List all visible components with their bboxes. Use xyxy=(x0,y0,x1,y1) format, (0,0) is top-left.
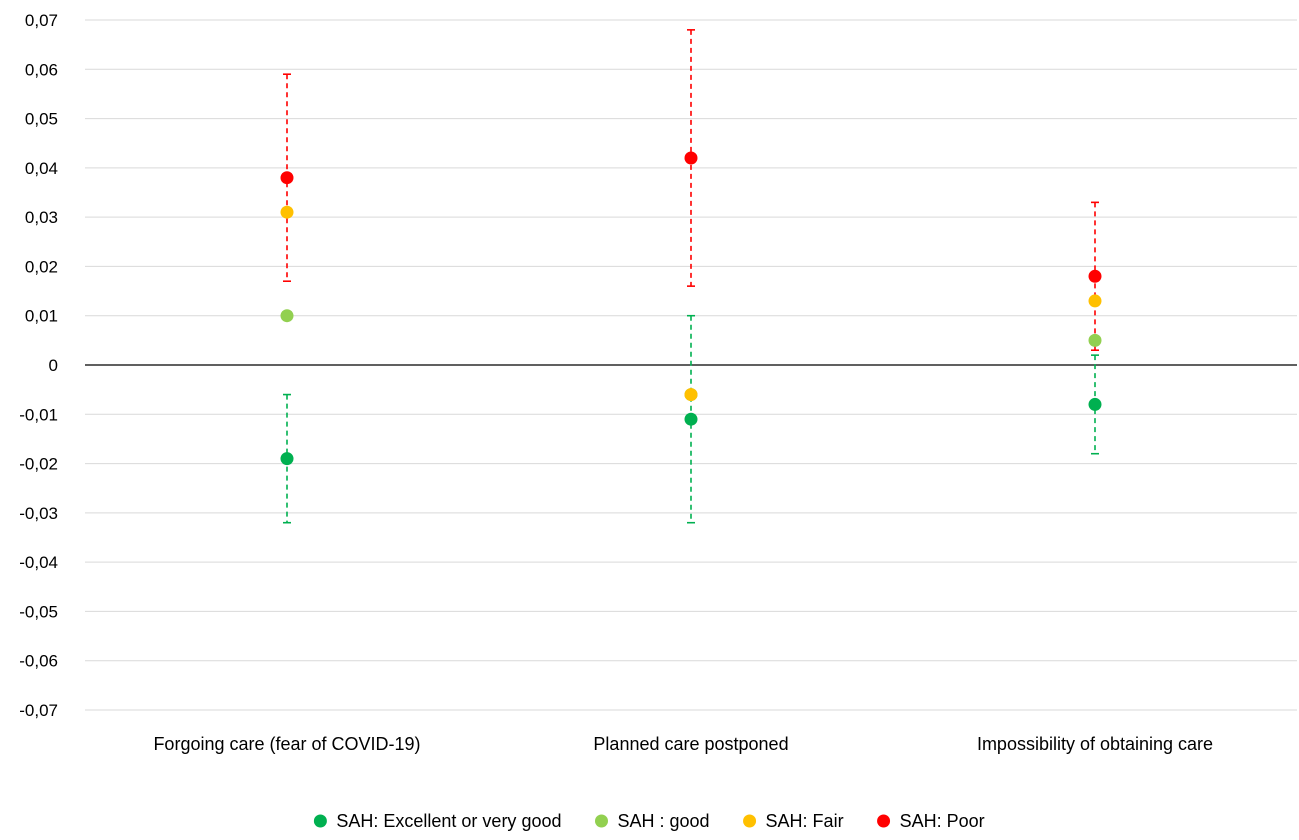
x-category-label: Forgoing care (fear of COVID-19) xyxy=(153,734,420,754)
y-tick-label: 0 xyxy=(49,356,58,375)
legend-label: SAH: Excellent or very good xyxy=(336,811,561,831)
y-tick-label: -0,04 xyxy=(19,553,58,572)
x-category-label: Impossibility of obtaining care xyxy=(977,734,1213,754)
legend-label: SAH: Fair xyxy=(766,811,844,831)
data-point xyxy=(684,388,698,402)
y-tick-label: -0,03 xyxy=(19,504,58,523)
y-tick-label: -0,06 xyxy=(19,652,58,671)
legend-label: SAH : good xyxy=(617,811,709,831)
y-tick-label: 0,07 xyxy=(25,11,58,30)
legend-marker xyxy=(743,814,757,828)
y-tick-label: -0,05 xyxy=(19,602,58,621)
data-point xyxy=(1088,397,1102,411)
data-point xyxy=(280,171,294,185)
y-tick-label: 0,01 xyxy=(25,307,58,326)
legend-marker xyxy=(877,814,891,828)
y-tick-label: 0,02 xyxy=(25,257,58,276)
data-point xyxy=(1088,333,1102,347)
data-point xyxy=(280,309,294,323)
data-point xyxy=(1088,269,1102,283)
legend-label: SAH: Poor xyxy=(900,811,985,831)
y-tick-label: -0,07 xyxy=(19,701,58,720)
y-tick-label: 0,06 xyxy=(25,60,58,79)
y-tick-label: -0,02 xyxy=(19,455,58,474)
y-tick-label: -0,01 xyxy=(19,405,58,424)
y-tick-label: 0,05 xyxy=(25,110,58,129)
data-point xyxy=(280,452,294,466)
legend-marker xyxy=(313,814,327,828)
data-point xyxy=(684,151,698,165)
data-point xyxy=(280,205,294,219)
y-tick-label: 0,03 xyxy=(25,208,58,227)
y-tick-label: 0,04 xyxy=(25,159,58,178)
x-category-label: Planned care postponed xyxy=(593,734,788,754)
data-point xyxy=(684,412,698,426)
legend-marker xyxy=(594,814,608,828)
data-point xyxy=(1088,294,1102,308)
